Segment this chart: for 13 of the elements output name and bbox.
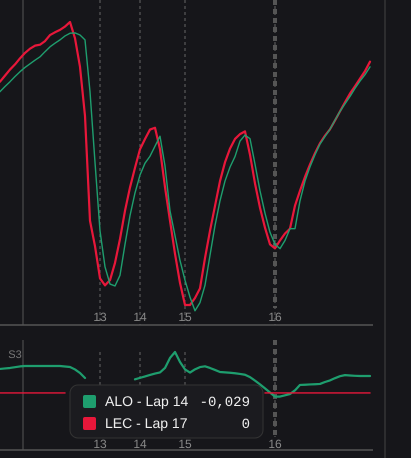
- x-tick-label: 14: [133, 310, 147, 324]
- annotation: -0,029: [200, 395, 250, 411]
- annotation: 0: [242, 417, 250, 433]
- x-tick-label: 15: [178, 310, 192, 324]
- x-tick-label: 15: [178, 437, 192, 451]
- annotation: S3: [8, 349, 22, 361]
- legend-label: ALO - Lap 14: [105, 393, 188, 409]
- x-tick-label: 16: [268, 437, 282, 451]
- x-tick-label: 14: [133, 437, 147, 451]
- legend-label: LEC - Lap 17: [105, 415, 188, 431]
- x-tick-label: 13: [93, 310, 107, 324]
- x-tick-label: 16: [268, 310, 282, 324]
- x-tick-label: 13: [93, 437, 107, 451]
